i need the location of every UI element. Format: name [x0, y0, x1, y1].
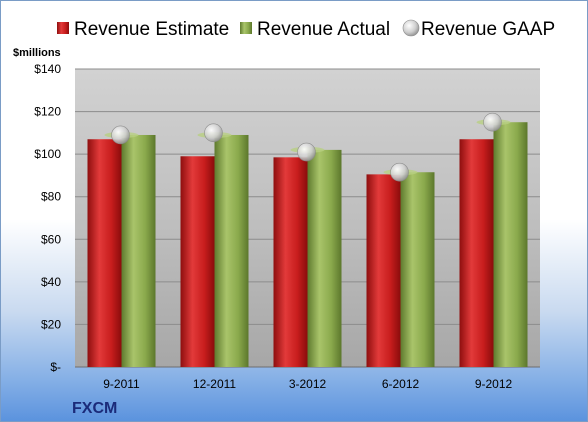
bar-revenue-estimate	[459, 139, 494, 367]
legend: Revenue Estimate Revenue Actual Revenue …	[57, 19, 555, 40]
marker-revenue-gaap	[297, 142, 316, 162]
y-tick-label: $60	[41, 232, 61, 246]
bar-revenue-estimate	[180, 156, 215, 367]
legend-swatch-actual	[240, 22, 252, 34]
bar-revenue-estimate	[87, 139, 122, 367]
bar-revenue-actual	[214, 134, 249, 367]
x-tick-label: 9-2011	[103, 377, 140, 391]
bar-revenue-actual	[493, 122, 528, 367]
legend-label-estimate: Revenue Estimate	[74, 19, 229, 40]
x-tick-label: 6-2012	[382, 377, 420, 391]
marker-revenue-gaap	[483, 112, 502, 132]
y-tick-label: $80	[41, 190, 61, 204]
marker-revenue-gaap	[204, 123, 223, 143]
y-axis-tick-labels: $- $20 $40 $60 $80 $100 $120 $140	[34, 62, 61, 374]
x-tick-label: 9-2012	[475, 377, 513, 391]
gaap-markers	[111, 112, 502, 182]
legend-marker-gaap	[402, 19, 420, 37]
y-tick-label: $120	[34, 105, 61, 119]
y-tick-label: $20	[41, 317, 61, 331]
marker-revenue-gaap	[390, 162, 409, 182]
marker-revenue-gaap	[111, 125, 130, 145]
bar-revenue-estimate	[273, 157, 308, 367]
legend-label-gaap: Revenue GAAP	[421, 19, 555, 40]
legend-swatch-estimate	[57, 22, 69, 34]
ticker-label: FXCM	[72, 400, 117, 417]
y-tick-label: $100	[34, 147, 61, 161]
bars	[87, 119, 528, 367]
bar-revenue-estimate	[366, 174, 401, 367]
bar-revenue-actual	[121, 134, 156, 367]
legend-label-actual: Revenue Actual	[257, 19, 390, 40]
y-tick-label: $-	[50, 360, 61, 374]
x-tick-label: 3-2012	[289, 377, 327, 391]
bar-revenue-actual	[400, 172, 435, 367]
x-axis-tick-labels: 9-2011 12-2011 3-2012 6-2012 9-2012	[103, 377, 512, 391]
y-axis-unit-label: $millions	[13, 47, 61, 59]
y-tick-label: $40	[41, 275, 61, 289]
bar-revenue-actual	[307, 149, 342, 367]
y-tick-label: $140	[34, 62, 61, 76]
x-tick-label: 12-2011	[193, 377, 236, 391]
